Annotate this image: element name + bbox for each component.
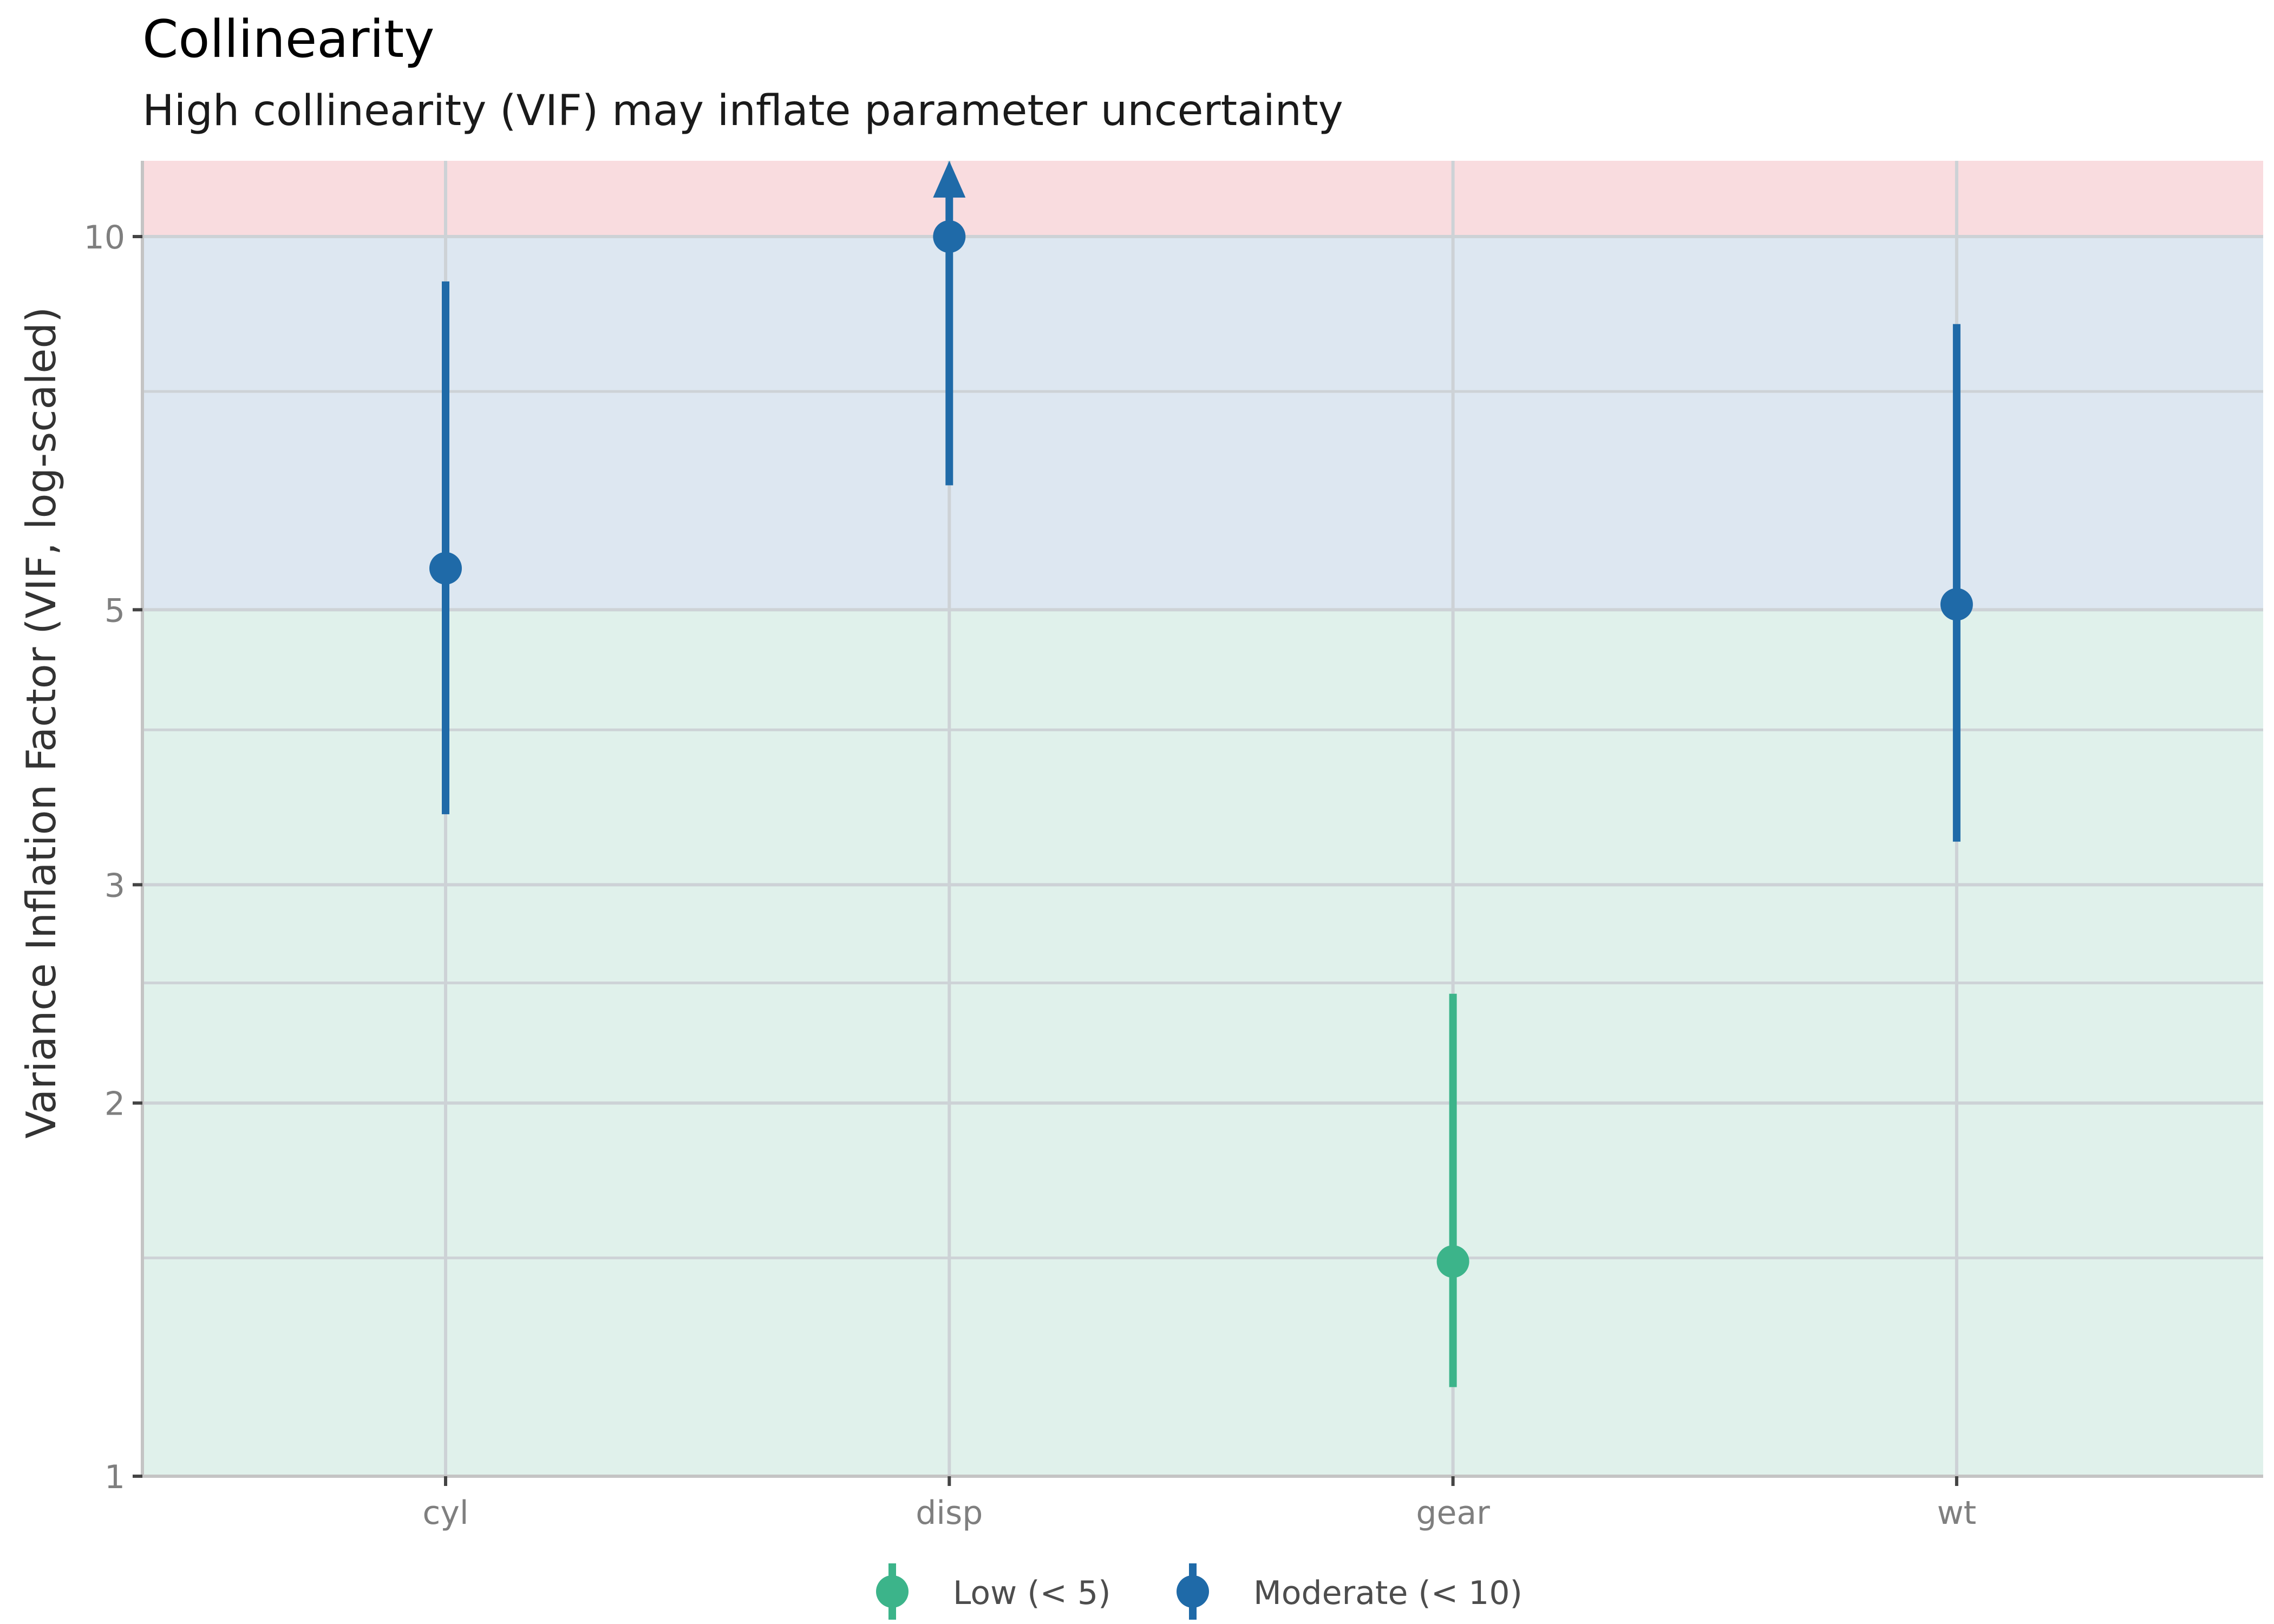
x-tick-label: gear bbox=[1416, 1494, 1490, 1532]
y-tick-label: 5 bbox=[104, 592, 125, 630]
point-wt bbox=[1940, 588, 1973, 621]
point-gear bbox=[1436, 1245, 1469, 1278]
band-high bbox=[142, 161, 2263, 237]
legend-label: Low (< 5) bbox=[953, 1574, 1111, 1612]
y-tick-label: 3 bbox=[104, 867, 125, 905]
x-tick-label: cyl bbox=[422, 1494, 468, 1532]
point-cyl bbox=[429, 552, 462, 585]
legend: Low (< 5) Moderate (< 10) bbox=[876, 1563, 1522, 1620]
ci-arrow-disp bbox=[933, 161, 966, 198]
data-marks bbox=[429, 161, 1973, 1387]
x-tick-label: wt bbox=[1937, 1494, 1977, 1532]
chart-title: Collinearity bbox=[142, 10, 435, 69]
y-axis-title: Variance Inflation Factor (VIF, log-scal… bbox=[17, 307, 65, 1139]
y-tick-label: 1 bbox=[104, 1458, 125, 1496]
y-tick-label: 2 bbox=[104, 1085, 125, 1123]
legend-key-point bbox=[1177, 1575, 1209, 1608]
y-tick-label: 10 bbox=[84, 219, 125, 257]
band-moderate bbox=[142, 237, 2263, 610]
legend-key-point bbox=[876, 1575, 909, 1608]
axes: 1 2 3 5 10 cyl disp gear wt bbox=[84, 161, 2263, 1532]
band-low bbox=[142, 610, 2263, 1476]
point-disp bbox=[933, 220, 966, 253]
chart-subtitle: High collinearity (VIF) may inflate para… bbox=[142, 87, 1343, 135]
legend-label: Moderate (< 10) bbox=[1253, 1574, 1522, 1612]
x-tick-label: disp bbox=[916, 1494, 983, 1532]
background-bands bbox=[142, 161, 2263, 1476]
